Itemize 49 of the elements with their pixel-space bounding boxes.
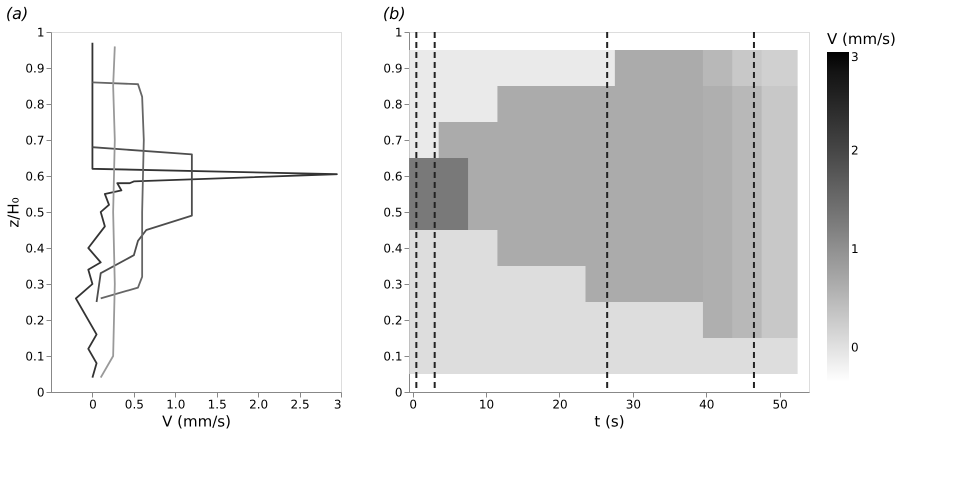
x-axis-title: V (mm/s): [162, 412, 231, 430]
y-tick-label: 0.8: [25, 98, 44, 112]
y-tick-label: 0.8: [383, 98, 402, 112]
y-tick-label: 0.4: [25, 242, 44, 256]
y-tick-label: 0.3: [383, 278, 402, 292]
color-bar-label: 2: [851, 144, 859, 158]
line-series: [74, 42, 338, 378]
y-tick-label: 0.5: [383, 206, 402, 220]
y-tick-label: 0.9: [383, 62, 402, 76]
y-tick-label: 0.4: [383, 242, 402, 256]
y-axis-title: z/H₀: [4, 197, 22, 228]
y-tick-label: 1: [394, 26, 402, 40]
y-tick-label: 0.2: [383, 314, 402, 328]
color-bar-label: 0: [851, 340, 859, 355]
x-tick-label: 50: [772, 398, 788, 412]
x-tick-label: 0.5: [124, 398, 144, 412]
x-tick-label: 3: [334, 398, 342, 412]
line-series: [92, 146, 193, 303]
y-tick-label: 0.3: [25, 278, 44, 292]
x-tick-label: 1.5: [208, 398, 227, 412]
y-tick-label: 0.1: [383, 350, 402, 364]
y-tick-label: 0.6: [383, 170, 402, 184]
y-tick-label: 0.7: [25, 134, 44, 148]
x-tick-label: 30: [626, 398, 641, 412]
color-bar-label: 1: [851, 242, 859, 256]
y-tick-label: 0.7: [383, 134, 402, 148]
x-tick-label: 20: [552, 398, 568, 412]
x-tick-label: 0: [89, 398, 97, 412]
x-tick-label: 10: [478, 398, 494, 412]
color-bar-title: V (mm/s): [827, 30, 896, 48]
x-tick-label: 0: [409, 398, 417, 412]
x-tick-label: 40: [699, 398, 714, 412]
x-axis-title: t (s): [594, 412, 625, 430]
chart-title: (a): [6, 4, 28, 23]
y-tick-label: 0.1: [25, 350, 44, 364]
x-tick-label: 2.5: [290, 398, 310, 412]
y-tick-label: 0: [36, 386, 44, 400]
color-bar-label: 3: [851, 50, 859, 64]
y-tick-label: 0.6: [25, 170, 44, 184]
y-tick-label: 0: [394, 386, 402, 400]
y-tick-label: 0.5: [25, 206, 44, 220]
y-tick-label: 1: [36, 26, 44, 40]
y-tick-label: 0.2: [25, 314, 44, 328]
chart-title: (b): [382, 4, 406, 23]
line-series: [92, 82, 145, 300]
y-tick-label: 0.9: [25, 62, 44, 76]
x-tick-label: 1.0: [166, 398, 186, 412]
line-series: [100, 46, 116, 378]
x-tick-label: 2.0: [249, 398, 268, 412]
